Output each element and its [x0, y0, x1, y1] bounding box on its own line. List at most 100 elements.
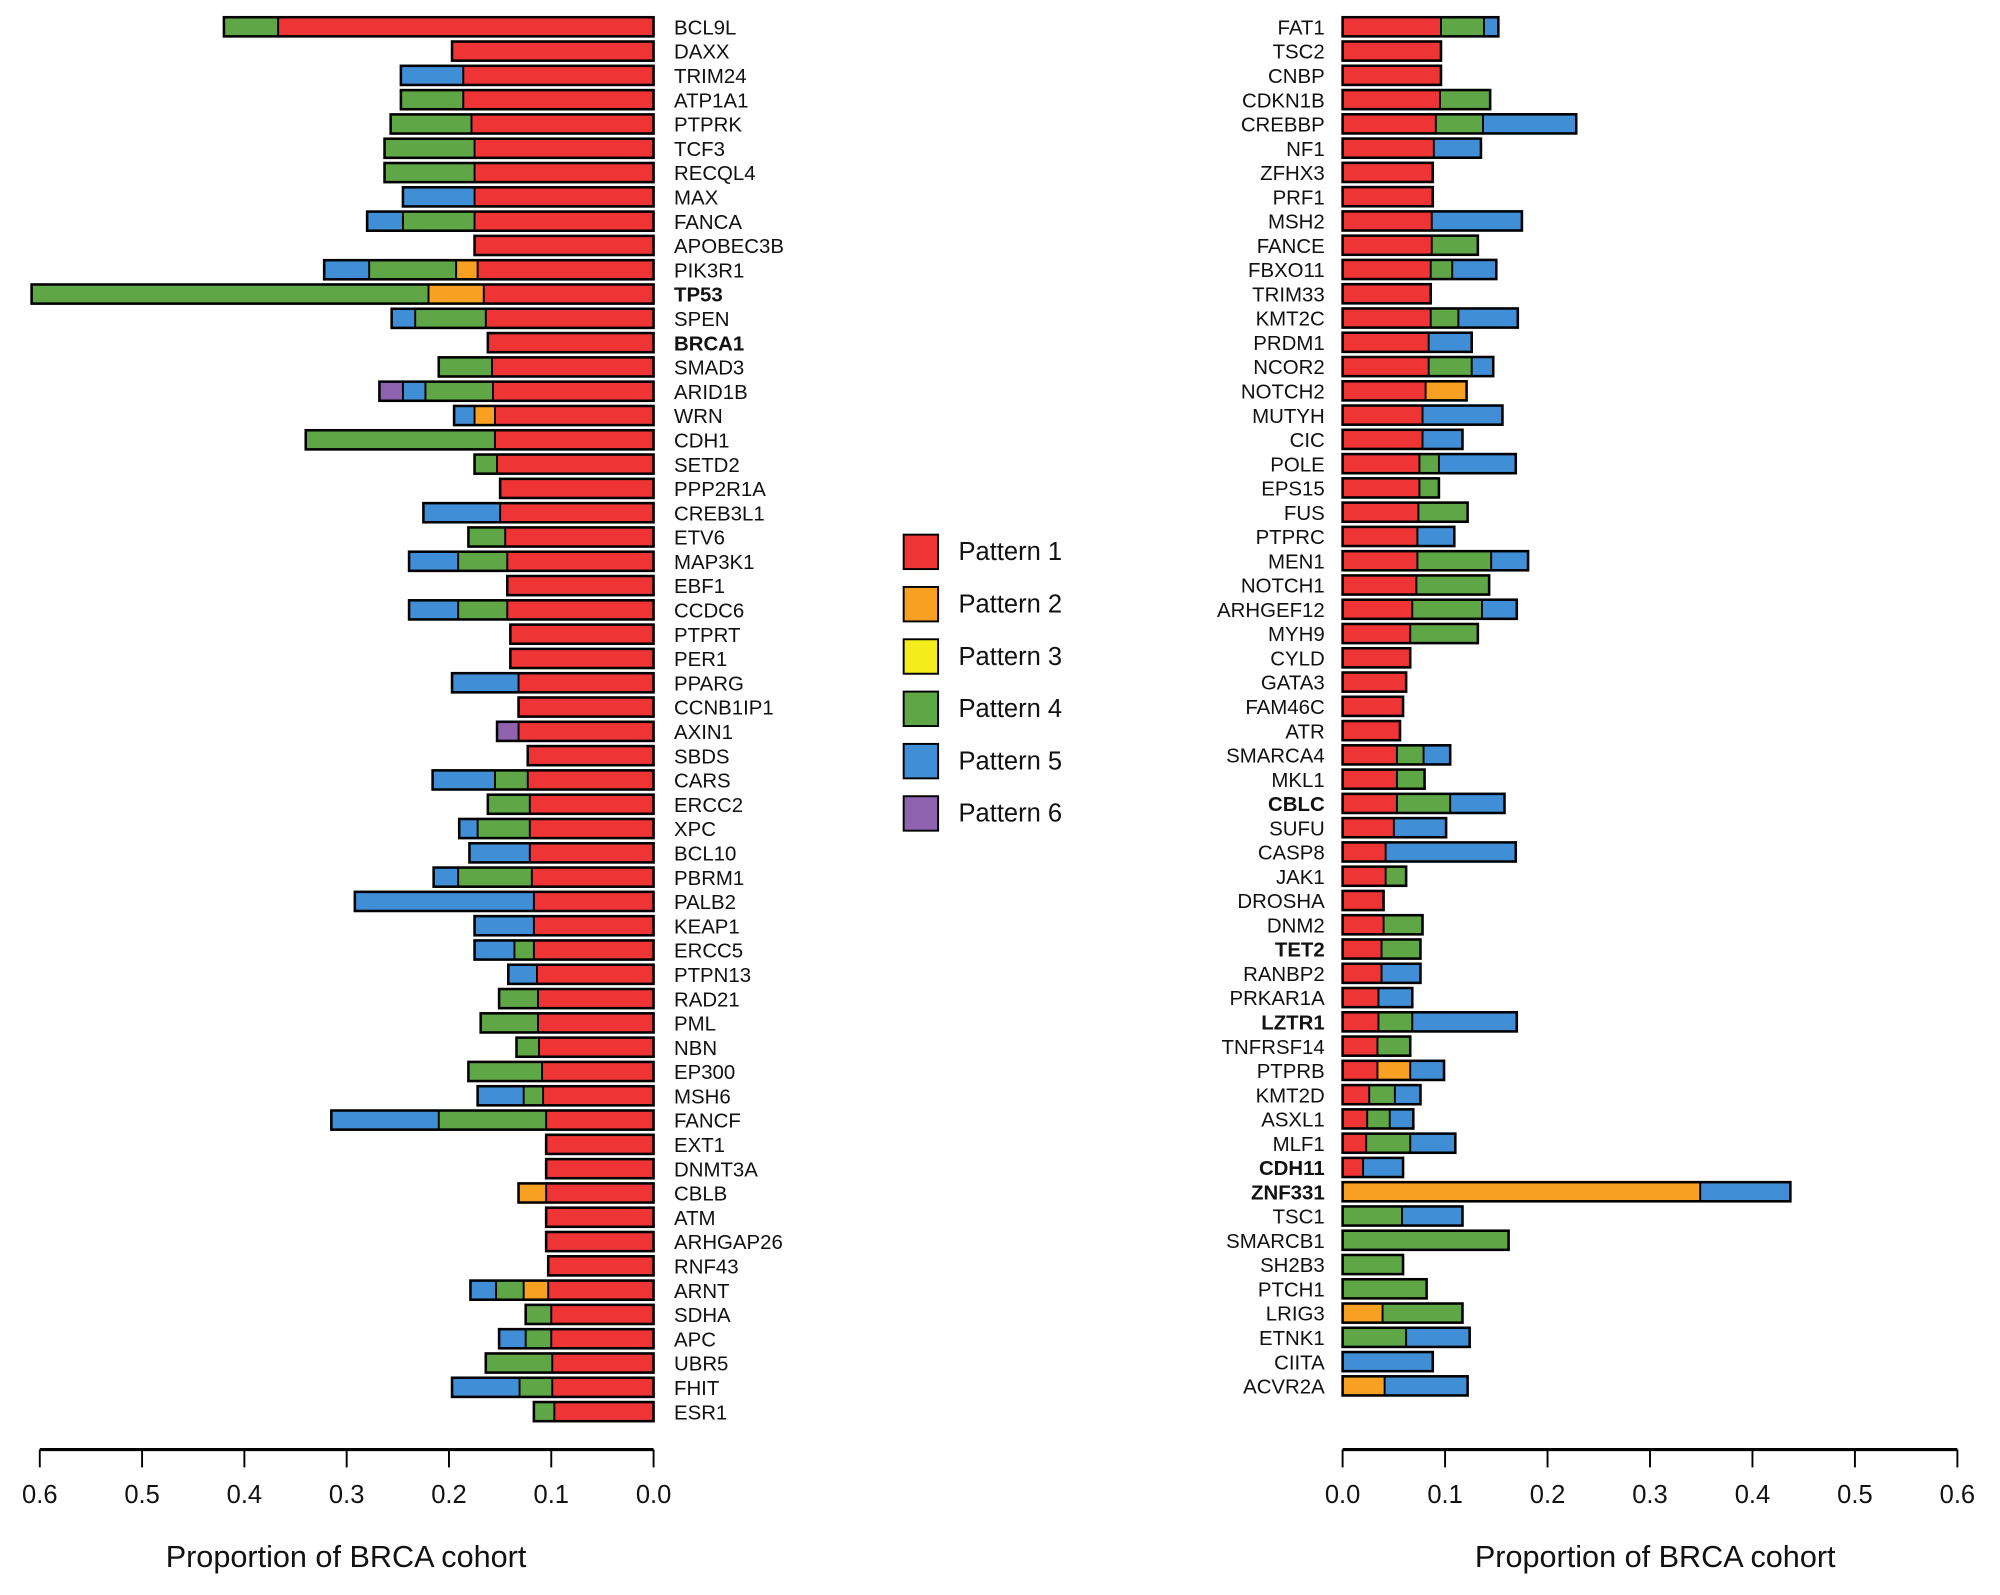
- gene-label-atm: ATM: [674, 1208, 716, 1230]
- bar-outline: [1341, 1011, 1519, 1033]
- bar-segment-arhgef12-pattern-4: [1412, 599, 1482, 619]
- bar-row-tsc1: [1341, 1205, 1464, 1227]
- bar-segment-notch2-pattern-2: [1425, 381, 1467, 401]
- legend-swatch-pattern-3: [902, 638, 940, 675]
- bar-segment-arid1b-pattern-1: [492, 381, 654, 401]
- legend-label-pattern-4: Pattern 4: [959, 695, 1063, 723]
- gene-label-wrn: WRN: [674, 406, 723, 428]
- x-tick-label: 0.2: [1530, 1481, 1565, 1509]
- bar-segment-casp8-pattern-1: [1342, 842, 1386, 862]
- bar-segment-ptprb-pattern-1: [1342, 1060, 1378, 1080]
- bar-segment-ep300-pattern-4: [468, 1061, 543, 1082]
- bar-row-kmt2d: [1341, 1083, 1422, 1106]
- bar-segment-mkl1-pattern-1: [1342, 769, 1397, 789]
- bar-segment-arnt-pattern-4: [496, 1280, 524, 1300]
- bar-outline: [1341, 938, 1422, 960]
- bar-outline: [1341, 598, 1519, 621]
- bar-row-nf1: [1341, 137, 1483, 159]
- gene-label-casp8: CASP8: [1258, 843, 1325, 865]
- gene-label-smarca4: SMARCA4: [1226, 746, 1325, 768]
- bar-segment-max-pattern-1: [474, 187, 654, 207]
- gene-label-ptprb: PTPRB: [1257, 1061, 1325, 1083]
- bar-outline: [1341, 768, 1426, 790]
- bar-segment-znf331-pattern-2: [1342, 1182, 1701, 1202]
- bar-outline: [401, 186, 655, 208]
- bar-segment-fance-pattern-1: [1342, 235, 1432, 255]
- bar-segment-asxl1-pattern-4: [1367, 1109, 1390, 1129]
- gene-label-jak1: JAK1: [1276, 867, 1325, 889]
- bar-row-spen: [390, 307, 655, 330]
- bar-outline: [1341, 452, 1518, 475]
- gene-label-ptprk: PTPRK: [674, 115, 742, 137]
- bar-outline: [1341, 1059, 1446, 1082]
- bar-row-ptpn13: [507, 963, 655, 986]
- bar-segment-notch1-pattern-1: [1342, 575, 1417, 595]
- bar-row-tet2: [1341, 938, 1422, 960]
- gene-label-fance: FANCE: [1257, 236, 1325, 258]
- bar-outline: [484, 1352, 655, 1374]
- bar-outline: [1341, 404, 1504, 426]
- legend-item-pattern-5: Pattern 5: [902, 742, 1062, 780]
- bar-outline: [497, 1327, 655, 1350]
- bar-row-fance: [1341, 234, 1480, 257]
- bar-segment-fanca-pattern-4: [402, 211, 475, 231]
- bar-segment-crebbp-pattern-5: [1482, 114, 1577, 134]
- gene-label-sbds: SBDS: [674, 746, 730, 768]
- gene-label-ptprc: PTPRC: [1256, 527, 1325, 549]
- bar-outline: [515, 1036, 655, 1059]
- gene-label-apobec3b: APOBEC3B: [674, 236, 784, 258]
- legend-item-pattern-3: Pattern 3: [902, 638, 1062, 675]
- bar-row-cars: [431, 769, 655, 791]
- bar-outline: [1341, 1132, 1457, 1155]
- bar-row-znf331: [1341, 1180, 1792, 1203]
- gene-label-eps15: EPS15: [1261, 479, 1325, 501]
- bar-segment-lrig3-pattern-4: [1382, 1303, 1463, 1323]
- bar-segment-ercc5-pattern-1: [533, 940, 654, 960]
- bar-segment-etnk1-pattern-5: [1406, 1327, 1470, 1347]
- bar-segment-ppp2r1a-pattern-1: [500, 478, 654, 498]
- bar-row-pik3r1: [322, 258, 655, 281]
- bar-outline: [322, 258, 655, 281]
- bar-segment-lztr1-pattern-5: [1412, 1012, 1517, 1032]
- bar-row-ptprt: [509, 623, 655, 646]
- bar-outline: [546, 1254, 655, 1277]
- gene-label-keap1: KEAP1: [674, 916, 740, 938]
- bar-segment-apc-pattern-1: [551, 1329, 654, 1349]
- bar-row-fhit: [450, 1376, 655, 1399]
- bar-segment-pbrm1-pattern-5: [433, 867, 459, 887]
- bar-segment-xpc-pattern-4: [477, 818, 530, 839]
- bar-row-keap1: [473, 914, 655, 937]
- x-tick-label: 0.0: [1325, 1481, 1360, 1509]
- bar-segment-asxl1-pattern-1: [1342, 1109, 1368, 1129]
- gene-label-map3k1: MAP3K1: [674, 552, 755, 574]
- bar-outline: [1341, 549, 1530, 572]
- bar-row-men1: [1341, 549, 1530, 572]
- bar-segment-znf331-pattern-5: [1700, 1182, 1791, 1202]
- gene-label-prf1: PRF1: [1273, 187, 1325, 209]
- x-tick-label: 0.6: [22, 1481, 57, 1509]
- bar-segment-ubr5-pattern-4: [485, 1353, 553, 1373]
- bar-segment-pik3r1-pattern-2: [456, 260, 478, 280]
- bar-segment-wrn-pattern-1: [495, 405, 654, 426]
- bar-segment-fance-pattern-4: [1431, 235, 1478, 255]
- bar-segment-fancf-pattern-5: [331, 1110, 439, 1130]
- gene-label-cdh1: CDH1: [674, 430, 730, 452]
- bar-segment-map3k1-pattern-1: [507, 551, 654, 571]
- bar-segment-spen-pattern-5: [391, 308, 416, 328]
- gene-label-palb2: PALB2: [674, 892, 736, 914]
- bar-row-smarcb1: [1341, 1229, 1510, 1252]
- bar-row-ptprk: [389, 113, 655, 135]
- bar-segment-smarca4-pattern-5: [1423, 745, 1451, 765]
- left-x-axis-title: Proportion of BRCA cohort: [166, 1540, 527, 1574]
- bar-outline: [532, 1400, 655, 1423]
- bar-segment-cblc-pattern-1: [1342, 793, 1397, 813]
- gene-label-sh2b3: SH2B3: [1260, 1255, 1325, 1277]
- bar-row-kmt2c: [1341, 307, 1520, 329]
- bar-outline: [383, 161, 655, 184]
- bar-segment-nf1-pattern-5: [1433, 138, 1481, 158]
- bar-row-ppp2r1a: [498, 477, 655, 500]
- bar-segment-dnmt3a-pattern-1: [546, 1159, 654, 1179]
- bar-segment-crebbp-pattern-1: [1342, 114, 1436, 134]
- bar-row-smad3: [437, 356, 655, 378]
- bar-segment-fus-pattern-4: [1418, 502, 1468, 522]
